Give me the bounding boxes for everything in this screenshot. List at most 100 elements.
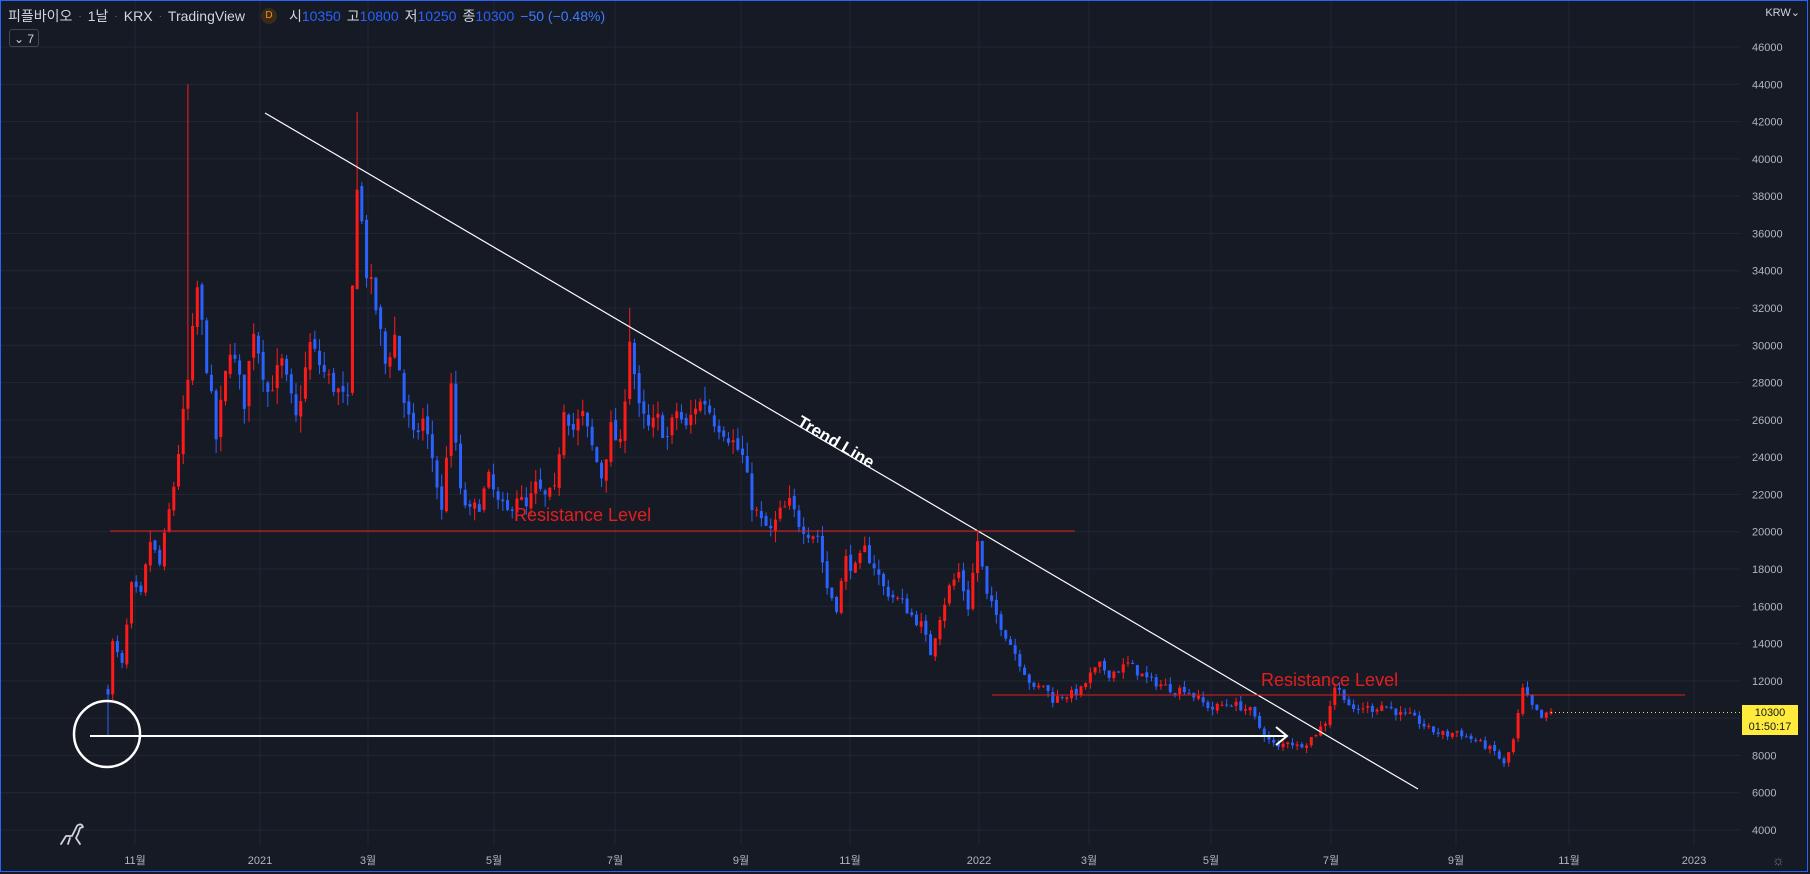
source-label: TradingView: [167, 8, 245, 24]
candle-body: [365, 219, 369, 279]
tradingview-dino-icon[interactable]: [58, 818, 86, 846]
candle-body: [769, 525, 773, 529]
candle-body: [266, 382, 270, 392]
candle-body: [1243, 709, 1247, 711]
candle-body: [1540, 709, 1544, 718]
candle-body: [642, 401, 646, 414]
candle-body: [482, 488, 486, 510]
candle-body: [534, 481, 538, 494]
candle-body: [938, 620, 942, 640]
y-tick-label: 12000: [1752, 676, 1783, 688]
candle-body: [1008, 639, 1012, 645]
candle-body: [839, 580, 843, 613]
candle-body: [1464, 736, 1468, 738]
candle-body: [1469, 735, 1473, 740]
candle-body: [609, 422, 613, 462]
candle-body: [477, 504, 481, 512]
gear-icon[interactable]: ☼: [1772, 852, 1785, 868]
candle-body: [1253, 706, 1257, 717]
candle-body: [308, 342, 312, 370]
candle-body: [172, 486, 176, 511]
trend-line-label: Trend Line: [794, 412, 878, 472]
candle-body: [1004, 630, 1008, 639]
candle-body: [581, 410, 585, 417]
candle-body: [788, 497, 792, 506]
y-tick-label: 6000: [1752, 788, 1776, 800]
candle-body: [224, 370, 228, 402]
candle-body: [388, 357, 392, 367]
candle-body: [412, 412, 416, 430]
candle-body: [1450, 733, 1454, 737]
candle-body: [886, 586, 890, 597]
candle-body: [1511, 739, 1515, 752]
candle-body: [1488, 745, 1492, 750]
candle-body: [506, 500, 510, 510]
candle-body: [943, 604, 947, 621]
y-tick-label: 46000: [1752, 42, 1783, 54]
candle-body: [1431, 726, 1435, 733]
candle-body: [120, 652, 124, 663]
currency-selector[interactable]: KRW⌄: [1765, 7, 1800, 19]
candle-body: [877, 569, 881, 575]
candle-body: [177, 453, 181, 487]
candle-body: [1380, 705, 1384, 711]
y-tick-label: 34000: [1752, 266, 1783, 278]
x-tick-label: 7월: [1323, 854, 1339, 867]
candle-body: [947, 585, 951, 604]
candle-body: [1300, 744, 1304, 748]
y-tick-label: 40000: [1752, 154, 1783, 166]
x-tick-label: 3월: [360, 854, 376, 867]
candle-body: [557, 454, 561, 488]
candle-body: [1544, 712, 1548, 718]
candle-body: [1088, 672, 1092, 683]
candle-body: [736, 438, 740, 450]
candle-body: [289, 374, 293, 394]
candle-body: [148, 542, 152, 566]
candle-body: [1112, 671, 1116, 679]
candle-body: [440, 486, 444, 510]
y-tick-label: 32000: [1752, 303, 1783, 315]
candle-body: [891, 594, 895, 598]
candle-body: [741, 448, 745, 455]
y-tick-label: 26000: [1752, 415, 1783, 427]
candle-body: [285, 358, 289, 375]
candle-body: [1446, 731, 1450, 737]
candle-body: [1196, 696, 1200, 699]
y-tick-label: 30000: [1752, 340, 1783, 352]
symbol-header: 피플바이오 · 1날 · KRX · TradingView D 시10350 …: [8, 8, 606, 24]
symbol-name[interactable]: 피플바이오: [8, 8, 73, 24]
candle-body: [1286, 742, 1290, 744]
candle-body: [1140, 673, 1144, 677]
candle-body: [835, 596, 839, 612]
candle-body: [618, 438, 622, 442]
candle-body: [247, 360, 251, 407]
candle-body: [759, 511, 763, 519]
candle-body: [1384, 706, 1388, 708]
indicator-toggle-button[interactable]: ⌄ 7: [9, 29, 39, 47]
candle-body: [336, 388, 340, 393]
candle-body: [350, 285, 354, 393]
interval-label[interactable]: 1날: [87, 8, 109, 24]
candle-body: [1319, 726, 1323, 736]
candle-body: [990, 595, 994, 602]
candle-body: [1074, 688, 1078, 696]
candle-body: [1375, 709, 1379, 712]
candle-body: [256, 335, 260, 354]
x-tick-label: 5월: [1203, 854, 1219, 867]
candle-body: [252, 333, 256, 358]
candle-body: [510, 509, 514, 512]
low-value: 10250: [417, 8, 457, 24]
candle-body: [863, 545, 867, 553]
x-tick-label: 5월: [486, 854, 502, 867]
candle-body: [999, 614, 1003, 630]
x-tick-label: 11월: [1558, 854, 1580, 867]
candle-body: [515, 498, 519, 513]
candle-body: [1436, 732, 1440, 735]
candle-body: [933, 638, 937, 657]
candle-body: [1333, 687, 1337, 705]
candle-body: [1070, 689, 1074, 699]
close-value: 10300: [475, 8, 515, 24]
y-tick-label: 38000: [1752, 191, 1783, 203]
candle-body: [1084, 683, 1088, 688]
